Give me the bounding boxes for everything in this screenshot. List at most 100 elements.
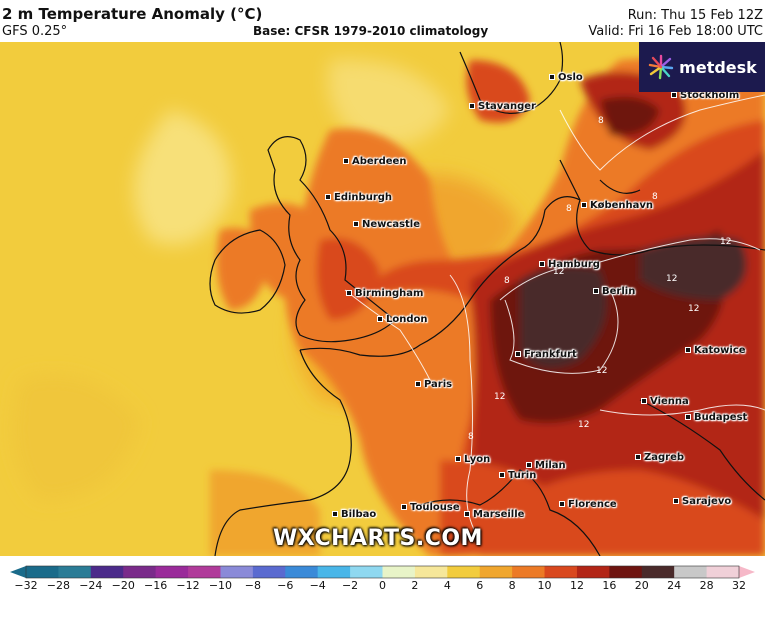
city-milan: Milan [527,460,566,471]
scale-swatch [123,566,157,578]
scale-swatch [155,566,189,578]
metdesk-logo: metdesk [639,42,765,92]
scale-swatch [58,566,92,578]
warm-patch-sw [13,375,141,500]
scale-tick-label: 16 [602,579,617,592]
scale-swatch [188,566,221,578]
scale-swatch [674,566,708,578]
model-label: GFS 0.25° [2,24,68,39]
city-oslo: Oslo [550,72,583,83]
scale-arrow-high [739,566,755,578]
contour-label: 12 [688,304,700,314]
contour-label: 12 [720,237,732,247]
scale-swatch [576,566,610,578]
city-vienna: Vienna [642,396,689,407]
city-paris: Paris [416,379,452,390]
scale-tick-label: −2 [341,579,359,592]
color-scale-legend: −32 −28 −24 −20 −16 −12 −10 −8 −6 −4 −2 0 2 4 6 8 10 12 16… [0,556,765,618]
anomaly-field [0,42,765,556]
cool-patch [134,110,232,245]
germany-core [520,266,607,368]
scale-tick-label: 32 [732,579,746,592]
scale-tick-label: 24 [667,579,682,592]
britain-warm [250,203,330,300]
scale-swatch [252,566,286,578]
scale-swatch [544,566,578,578]
city-frankfurt: Frankfurt [516,349,577,360]
scale-tick-label: −24 [79,579,103,592]
scandinavia-core [600,96,660,136]
city-edinburgh: Edinburgh [326,192,392,203]
scale-tick-label: 0 [379,579,386,592]
contour-label: 12 [666,274,678,284]
scale-tick-label: −8 [244,579,261,592]
city-turin: Turin [500,470,536,481]
scale-tick-label: −16 [144,579,168,592]
metdesk-burst-icon [648,54,674,80]
england-warm [316,238,380,320]
city-stavanger: Stavanger [470,101,536,112]
city-london: London [378,314,428,325]
scale-tick-label: 28 [699,579,714,592]
city-toulouse: Toulouse [402,502,460,513]
scale-swatch [382,566,416,578]
scale-tick-label: 6 [476,579,484,592]
scale-tick-label: −10 [208,579,233,592]
scale-swatch [479,566,513,578]
city-hamburg: Hamburg [540,259,600,270]
scale-swatch [350,566,383,578]
scale-tick-label: −4 [309,579,326,592]
scale-swatch [447,566,481,578]
continental-coast-north [299,196,765,357]
scale-tick-label: 20 [634,579,649,592]
mediterranean-coast [419,469,601,556]
scale-swatch [609,566,643,578]
scale-tick-label: −28 [46,579,71,592]
city-katowice: Katowice [686,345,746,356]
scale-tick-label: −12 [176,579,200,592]
city-stockholm: Stockholm [672,90,739,101]
contour-8-england [344,289,431,381]
adriatic-coast [639,399,765,501]
anomaly-contours [344,94,765,541]
france-atlantic-coast [214,349,352,556]
norway-coast [459,42,564,114]
scale-swatch [220,566,254,578]
city-aberdeen: Aberdeen [344,156,406,167]
norway-warm [466,60,530,123]
great-britain-coast [267,136,396,343]
contour-8-west [449,274,481,541]
city-berlin: Berlin [594,286,635,297]
city-sarajevo: Sarajevo [674,496,731,507]
contour-label: 12 [578,420,590,430]
contour-label: 8 [468,432,474,442]
scale-swatch [317,566,351,578]
city-zagreb: Zagreb [636,452,684,463]
scale-tick-label: 2 [411,579,419,592]
contour-label: 8 [652,192,658,202]
ireland-warm [216,228,270,310]
scale-tick-label: −6 [277,579,294,592]
scale-arrow-low [10,566,26,578]
contour-12-east [599,404,765,416]
ireland-coast [209,229,286,314]
valid-time-label: Valid: Fri 16 Feb 18:00 UTC [588,24,763,39]
scale-tick-label: −32 [14,579,38,592]
scale-frame [25,565,740,579]
city-newcastle: Newcastle [354,219,420,230]
scale-swatch [26,566,59,578]
metdesk-logo-text: metdesk [679,57,757,77]
scale-tick-label: 12 [569,579,584,592]
scale-tick-label: 4 [443,579,451,592]
city-birmingham: Birmingham [347,288,423,299]
city-florence: Florence [560,499,617,510]
scale-tick-label: 10 [537,579,552,592]
poland-core [640,236,747,300]
southfrance-warm [440,460,560,556]
map-title: 2 m Temperature Anomaly (°C) [2,5,263,23]
city-bilbao: Bilbao [333,509,376,520]
scale-swatch [512,566,546,578]
contour-label: 12 [494,392,506,402]
scale-swatch [414,566,448,578]
city-marseille: Marseille [465,509,524,520]
